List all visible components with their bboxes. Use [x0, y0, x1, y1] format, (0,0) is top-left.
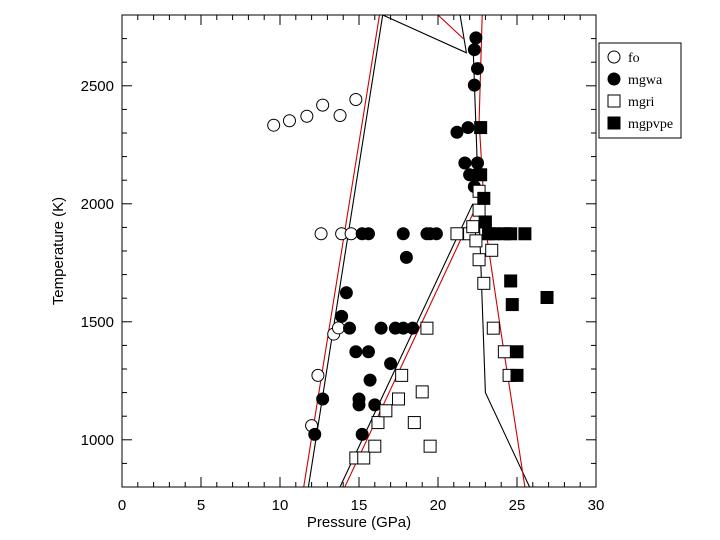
point-mgwa-3	[339, 286, 353, 300]
y-tick-label-1000: 1000	[81, 432, 114, 449]
point-fo-6	[314, 227, 328, 241]
point-mgwa-11	[368, 398, 382, 412]
point-fo-4	[333, 109, 347, 123]
point-mgwa-4	[343, 321, 357, 335]
phase-boundary-line-3	[344, 203, 478, 487]
point-mgpvpe-0	[477, 191, 491, 205]
point-mgwa-7	[352, 398, 366, 412]
point-mgwa-20	[399, 250, 413, 264]
point-mgwa-34	[469, 31, 483, 45]
point-mgpvpe-3	[486, 227, 500, 241]
point-mgpvpe-6	[518, 227, 532, 241]
point-mgwa-16	[406, 321, 420, 335]
point-mgri-7	[407, 416, 421, 430]
point-mgri-9	[423, 439, 437, 453]
legend-label-mgri: mgri	[628, 95, 655, 110]
x-tick-label-25: 25	[509, 497, 526, 514]
point-fo-3	[316, 98, 330, 112]
point-mgwa-33	[467, 43, 481, 57]
data-points	[267, 31, 554, 465]
point-mgpvpe-9	[510, 345, 524, 359]
point-mgwa-13	[384, 357, 398, 371]
point-mgwa-10	[363, 373, 377, 387]
point-fo-10	[311, 368, 325, 382]
point-mgpvpe-1	[478, 215, 492, 229]
point-fo-1	[282, 114, 296, 128]
legend-marker-mgwa	[607, 72, 621, 86]
point-mgri-20	[486, 321, 500, 335]
x-tick-label-10: 10	[272, 497, 289, 514]
point-mgwa-31	[467, 78, 481, 92]
x-tick-label-0: 0	[118, 497, 126, 514]
x-axis-title: Pressure (GPa)	[307, 514, 411, 531]
point-mgwa-18	[361, 227, 375, 241]
point-mgwa-25	[458, 156, 472, 170]
point-mgwa-5	[349, 345, 363, 359]
phase-boundary-line-0	[307, 15, 384, 487]
point-mgri-1	[357, 451, 371, 465]
point-fo-2	[300, 109, 314, 123]
y-tick-label-2500: 2500	[81, 78, 114, 95]
point-mgri-10	[420, 321, 434, 335]
point-mgri-3	[371, 416, 385, 430]
x-tick-label-15: 15	[351, 497, 368, 514]
point-mgri-8	[415, 385, 429, 399]
legend-label-fo: fo	[628, 51, 640, 66]
point-mgwa-1	[316, 392, 330, 406]
point-mgri-21	[497, 345, 511, 359]
point-mgwa-32	[471, 62, 484, 76]
legend-marker-mgpvpe	[607, 116, 621, 130]
legend-marker-fo	[607, 50, 621, 64]
y-tick-label-1500: 1500	[81, 314, 114, 331]
point-mgri-4	[379, 404, 393, 418]
point-mgwa-27	[461, 121, 475, 135]
point-mgri-17	[472, 253, 486, 267]
point-mgwa-8	[355, 427, 369, 441]
point-mgpvpe-5	[504, 227, 518, 241]
plot-background	[122, 15, 596, 487]
legend-marker-mgri	[607, 94, 621, 108]
phase-boundary-line-1	[303, 15, 381, 487]
point-mgri-11	[450, 227, 464, 241]
point-mgpvpe-13	[474, 168, 488, 182]
legend-label-mgpvpe: mgpvpe	[628, 117, 673, 132]
point-mgwa-0	[308, 427, 322, 441]
point-fo-8	[344, 227, 358, 241]
point-mgri-13	[466, 220, 480, 234]
point-fo-5	[349, 92, 363, 106]
point-mgwa-9	[361, 345, 375, 359]
point-mgpvpe-12	[474, 121, 488, 135]
phase-boundary-line-6	[382, 15, 468, 54]
x-tick-label-30: 30	[588, 497, 605, 514]
phase-boundary-line-7	[437, 15, 464, 40]
point-mgri-15	[472, 203, 486, 217]
point-mgri-2	[368, 439, 382, 453]
point-mgwa-23	[429, 227, 443, 241]
x-tick-label-20: 20	[430, 497, 447, 514]
point-mgpvpe-8	[505, 298, 519, 312]
x-tick-label-5: 5	[197, 497, 205, 514]
point-mgpvpe-10	[510, 368, 524, 382]
point-fo-0	[267, 118, 281, 132]
point-mgri-14	[469, 234, 483, 248]
legend-label-mgwa: mgwa	[628, 73, 663, 88]
y-axis-title: Temperature (K)	[50, 197, 67, 305]
point-fo-12	[331, 321, 345, 335]
legend: fo mgwa mgri mgpvpe	[598, 42, 682, 139]
point-mgpvpe-11	[540, 290, 554, 304]
point-mgpvpe-7	[504, 274, 518, 288]
point-mgri-18	[477, 276, 491, 290]
point-mgwa-2	[335, 309, 349, 323]
point-mgri-5	[392, 392, 405, 406]
axes: 0 5 10 15 20 25 30 1000 1500 2000 2500	[81, 14, 605, 514]
point-mgwa-19	[396, 227, 410, 241]
point-mgri-19	[485, 243, 499, 257]
point-mgwa-12	[374, 321, 388, 335]
point-mgwa-24	[450, 125, 464, 139]
y-tick-label-2000: 2000	[81, 196, 114, 213]
point-mgri-6	[395, 368, 409, 382]
point-mgwa-29	[471, 156, 484, 170]
